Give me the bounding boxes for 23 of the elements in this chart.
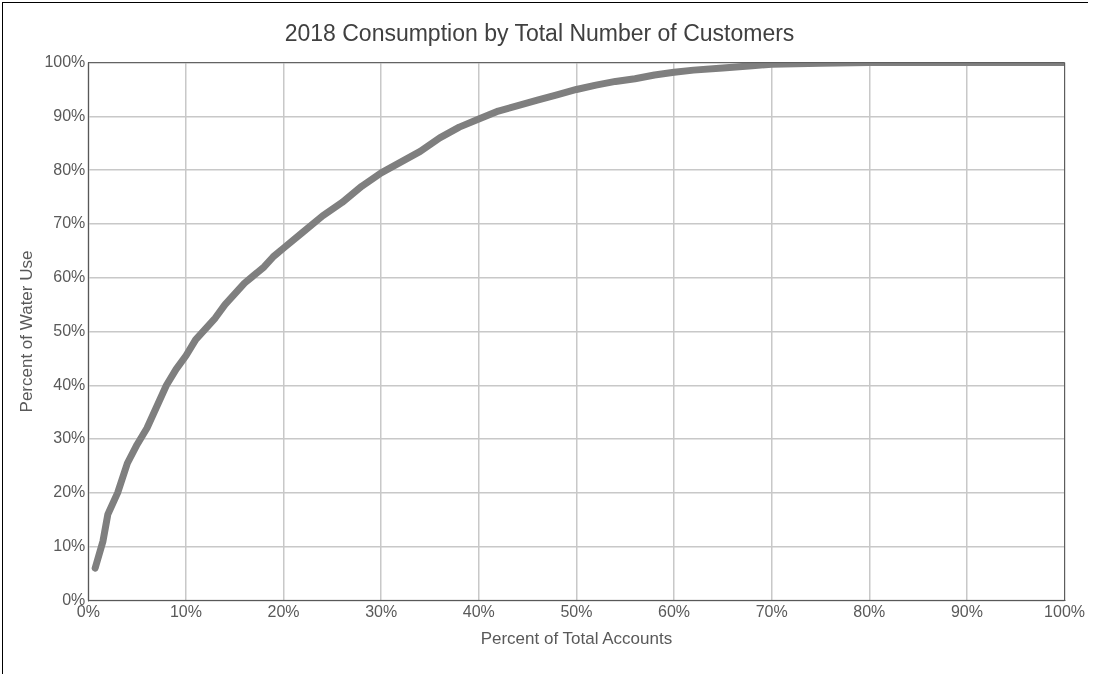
- x-tick-label: 100%: [1044, 603, 1085, 621]
- y-tick-label: 90%: [53, 106, 86, 124]
- x-tick-label: 30%: [365, 603, 398, 621]
- x-tick-label: 80%: [853, 603, 886, 621]
- x-axis-title: Percent of Total Accounts: [480, 629, 673, 649]
- x-tick-label: 90%: [950, 603, 983, 621]
- x-tick-label: 40%: [462, 603, 495, 621]
- y-tick-label: 70%: [53, 214, 86, 232]
- x-tick-label: 60%: [658, 603, 691, 621]
- y-tick-label: 40%: [53, 375, 86, 393]
- x-tick-label: 10%: [169, 603, 202, 621]
- y-tick-label: 80%: [53, 160, 86, 178]
- y-axis-title: Percent of Water Use: [16, 250, 36, 413]
- y-tick-label: 60%: [53, 268, 86, 286]
- y-tick-label: 30%: [53, 429, 86, 447]
- x-tick-label: 50%: [560, 603, 593, 621]
- y-tick-label: 10%: [53, 537, 86, 555]
- y-tick-label: 20%: [53, 483, 86, 501]
- x-tick-label: 70%: [755, 603, 788, 621]
- y-tick-label: 100%: [44, 53, 86, 71]
- y-tick-label: 50%: [53, 321, 86, 339]
- chart-title: 2018 Consumption by Total Number of Customers: [284, 20, 795, 47]
- x-tick-label: 20%: [267, 603, 300, 621]
